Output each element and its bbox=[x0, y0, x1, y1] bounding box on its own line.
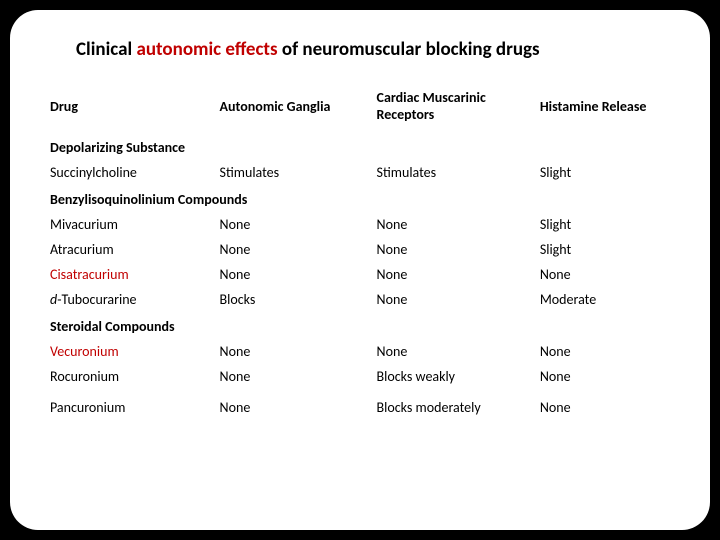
cell-cm: None bbox=[373, 339, 536, 364]
title-highlight: autonomic effects bbox=[136, 38, 277, 61]
table-row: Atracurium None None Slight bbox=[46, 237, 674, 262]
cell-ag: None bbox=[216, 364, 373, 389]
cell-cm: None bbox=[373, 287, 536, 312]
cell-ag: Stimulates bbox=[216, 160, 373, 185]
cell-ag: None bbox=[216, 212, 373, 237]
cell-drug: Succinylcholine bbox=[46, 160, 216, 185]
cell-cm: None bbox=[373, 212, 536, 237]
table-row: Rocuronium None Blocks weakly None bbox=[46, 364, 674, 389]
title-suffix: of neuromuscular blocking drugs bbox=[278, 38, 540, 61]
cell-cm: Blocks moderately bbox=[373, 389, 536, 420]
slide-title: Clinical autonomic effects of neuromuscu… bbox=[76, 38, 674, 61]
section-heading: Benzylisoquinolinium Compounds bbox=[46, 185, 674, 212]
section-heading: Depolarizing Substance bbox=[46, 133, 674, 160]
col-cardiac-muscarinic: Cardiac Muscarinic Receptors bbox=[373, 83, 536, 133]
section-label: Depolarizing Substance bbox=[46, 133, 674, 160]
cell-ag: None bbox=[216, 237, 373, 262]
cell-hr: Moderate bbox=[536, 287, 674, 312]
cell-ag: None bbox=[216, 339, 373, 364]
col-drug: Drug bbox=[46, 83, 216, 133]
cell-ag: None bbox=[216, 262, 373, 287]
cell-ag: None bbox=[216, 389, 373, 420]
cell-cm: None bbox=[373, 237, 536, 262]
title-prefix: Clinical bbox=[76, 38, 136, 61]
cell-drug: Pancuronium bbox=[46, 389, 216, 420]
table-row: d-Tubocurarine Blocks None Moderate bbox=[46, 287, 674, 312]
cell-drug: d-Tubocurarine bbox=[46, 287, 216, 312]
drug-suffix: -Tubocurarine bbox=[57, 291, 136, 308]
table-row: Mivacurium None None Slight bbox=[46, 212, 674, 237]
cell-cm: None bbox=[373, 262, 536, 287]
cell-drug: Vecuronium bbox=[46, 339, 216, 364]
cell-drug: Rocuronium bbox=[46, 364, 216, 389]
cell-drug: Atracurium bbox=[46, 237, 216, 262]
header-row: Drug Autonomic Ganglia Cardiac Muscarini… bbox=[46, 83, 674, 133]
effects-table: Drug Autonomic Ganglia Cardiac Muscarini… bbox=[46, 83, 674, 420]
cell-hr: Slight bbox=[536, 160, 674, 185]
section-label: Steroidal Compounds bbox=[46, 312, 674, 339]
slide: Clinical autonomic effects of neuromuscu… bbox=[10, 10, 710, 530]
cell-hr: None bbox=[536, 339, 674, 364]
cell-ag: Blocks bbox=[216, 287, 373, 312]
cell-hr: None bbox=[536, 364, 674, 389]
cell-drug: Cisatracurium bbox=[46, 262, 216, 287]
cell-hr: Slight bbox=[536, 237, 674, 262]
cell-hr: None bbox=[536, 389, 674, 420]
table-row: Succinylcholine Stimulates Stimulates Sl… bbox=[46, 160, 674, 185]
table-row: Vecuronium None None None bbox=[46, 339, 674, 364]
section-heading: Steroidal Compounds bbox=[46, 312, 674, 339]
cell-cm: Blocks weakly bbox=[373, 364, 536, 389]
section-label: Benzylisoquinolinium Compounds bbox=[46, 185, 674, 212]
cell-hr: Slight bbox=[536, 212, 674, 237]
cell-drug: Mivacurium bbox=[46, 212, 216, 237]
cell-hr: None bbox=[536, 262, 674, 287]
col-histamine-release: Histamine Release bbox=[536, 83, 674, 133]
table-row: Cisatracurium None None None bbox=[46, 262, 674, 287]
table-row: Pancuronium None Blocks moderately None bbox=[46, 389, 674, 420]
col-autonomic-ganglia: Autonomic Ganglia bbox=[216, 83, 373, 133]
cell-cm: Stimulates bbox=[373, 160, 536, 185]
